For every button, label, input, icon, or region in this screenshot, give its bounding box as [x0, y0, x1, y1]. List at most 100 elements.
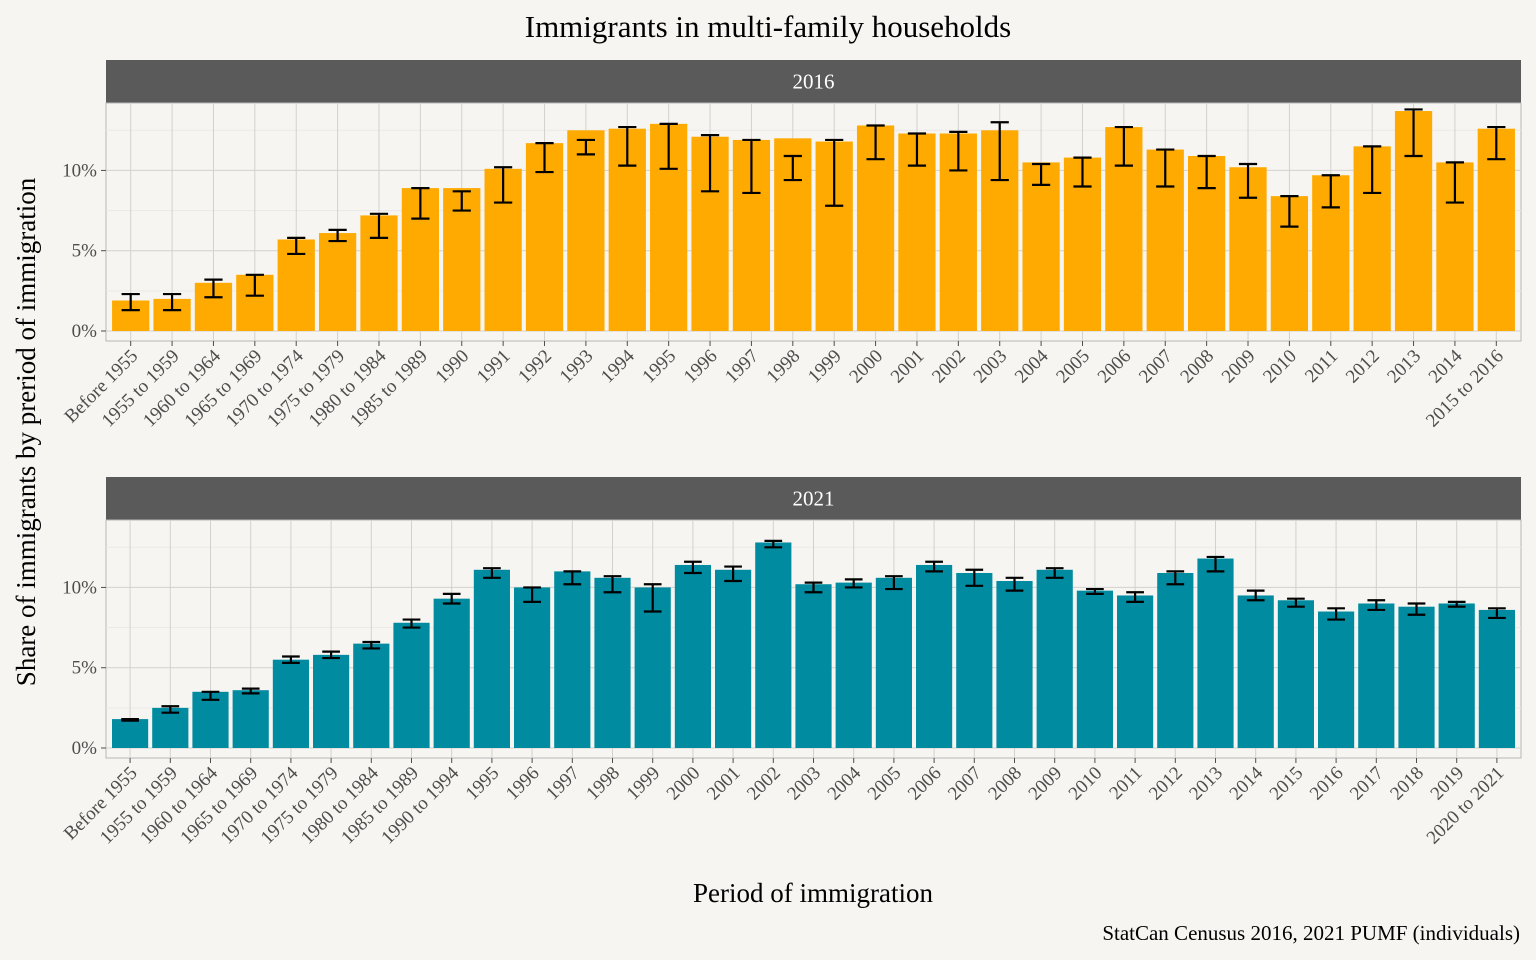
- bar: [1478, 609, 1515, 748]
- bar: [473, 569, 510, 748]
- x-tick-label: 2002: [743, 763, 785, 805]
- error-bar: [949, 130, 968, 172]
- panel-strip: [106, 60, 1521, 103]
- y-tick-label: 5%: [72, 658, 98, 679]
- error-bar: [245, 273, 264, 297]
- error-bar: [783, 154, 802, 182]
- x-tick-label: 2000: [845, 346, 887, 388]
- bar: [393, 622, 430, 748]
- x-tick-label: 1990: [432, 346, 474, 388]
- error-bar: [1363, 145, 1382, 195]
- error-bar: [535, 142, 554, 174]
- y-tick-label: 5%: [72, 241, 98, 262]
- x-tick-label: 1997: [542, 763, 584, 805]
- x-tick-label: 1992: [514, 346, 556, 388]
- x-tick-label: 1993: [556, 346, 598, 388]
- bar: [1197, 558, 1234, 748]
- error-bar: [1246, 589, 1265, 602]
- bar: [1438, 603, 1475, 748]
- chart-title: Immigrants in multi-family households: [525, 9, 1011, 44]
- error-bar: [494, 166, 513, 204]
- x-tick-label: 2017: [1346, 763, 1388, 805]
- error-bar: [204, 278, 223, 299]
- error-bar: [965, 568, 984, 587]
- x-tick-label: 2004: [824, 762, 866, 804]
- x-tick-label: 2015 to 2016: [1422, 346, 1508, 432]
- y-axis-title: Share of immigrants by preriod of immigr…: [11, 177, 41, 686]
- error-bar: [742, 138, 761, 195]
- error-bar: [201, 690, 220, 701]
- x-tick-label: 2002: [928, 346, 970, 388]
- x-tick-label: 1998: [763, 346, 805, 388]
- error-bar: [1005, 576, 1024, 592]
- error-bar: [825, 138, 844, 207]
- panel-plot-area: [105, 102, 1522, 342]
- x-tick-label: 2007: [944, 763, 986, 805]
- error-bar: [1445, 161, 1465, 204]
- bar: [674, 564, 711, 748]
- error-bar: [1073, 156, 1092, 188]
- bar: [795, 584, 832, 748]
- error-bar: [659, 122, 678, 170]
- bar: [152, 707, 189, 748]
- error-bar: [1404, 108, 1423, 158]
- error-bar: [1206, 555, 1225, 573]
- bar: [318, 233, 357, 331]
- x-tick-label: 2010: [1065, 763, 1107, 805]
- x-tick-label: 2012: [1145, 763, 1187, 805]
- error-bar: [411, 186, 430, 220]
- error-bar: [1488, 607, 1506, 620]
- error-bar: [563, 570, 582, 586]
- error-bar: [121, 717, 139, 722]
- bar: [554, 571, 591, 748]
- error-bar: [1447, 600, 1466, 608]
- x-tick-label: 2003: [970, 346, 1012, 388]
- error-bar: [442, 592, 461, 605]
- error-bar: [804, 581, 823, 594]
- error-bar: [1280, 195, 1299, 228]
- bar: [835, 582, 872, 748]
- error-bar: [603, 575, 622, 594]
- bar: [567, 130, 605, 331]
- bar: [956, 572, 993, 748]
- x-tick-label: 2015: [1266, 763, 1308, 805]
- bar: [1318, 611, 1355, 748]
- error-bar: [328, 228, 347, 243]
- x-tick-label: 2005: [864, 763, 906, 805]
- error-bar: [643, 583, 662, 613]
- x-tick-label: 2001: [887, 346, 929, 388]
- error-bar: [369, 212, 389, 239]
- x-tick-label: 2011: [1301, 346, 1342, 387]
- x-tick-label: 1995: [462, 763, 504, 805]
- error-bar: [161, 705, 180, 714]
- error-bar: [700, 134, 720, 193]
- bar: [192, 691, 229, 748]
- x-tick-label: 1999: [623, 763, 665, 805]
- bar: [1157, 572, 1194, 748]
- x-tick-label: 1994: [597, 345, 639, 387]
- error-bar: [885, 575, 903, 591]
- x-tick-label: 1999: [804, 346, 846, 388]
- panel-strip-label: 2016: [793, 70, 835, 94]
- x-tick-label: 2018: [1386, 763, 1428, 805]
- bar: [1477, 128, 1515, 331]
- bar: [755, 542, 792, 748]
- bar: [1036, 569, 1073, 748]
- y-tick-label: 0%: [72, 321, 98, 342]
- bar: [112, 719, 149, 748]
- x-tick-label: 1996: [680, 346, 722, 388]
- error-bar: [724, 565, 742, 583]
- x-tick-label: 2008: [984, 763, 1026, 805]
- error-bar: [1327, 607, 1345, 621]
- bar: [875, 577, 912, 748]
- bar: [353, 643, 390, 748]
- bar: [996, 581, 1033, 748]
- x-tick-label: 1996: [502, 763, 544, 805]
- x-tick-label: 1997: [721, 346, 763, 388]
- error-bar: [1367, 599, 1386, 612]
- bar: [1117, 595, 1154, 748]
